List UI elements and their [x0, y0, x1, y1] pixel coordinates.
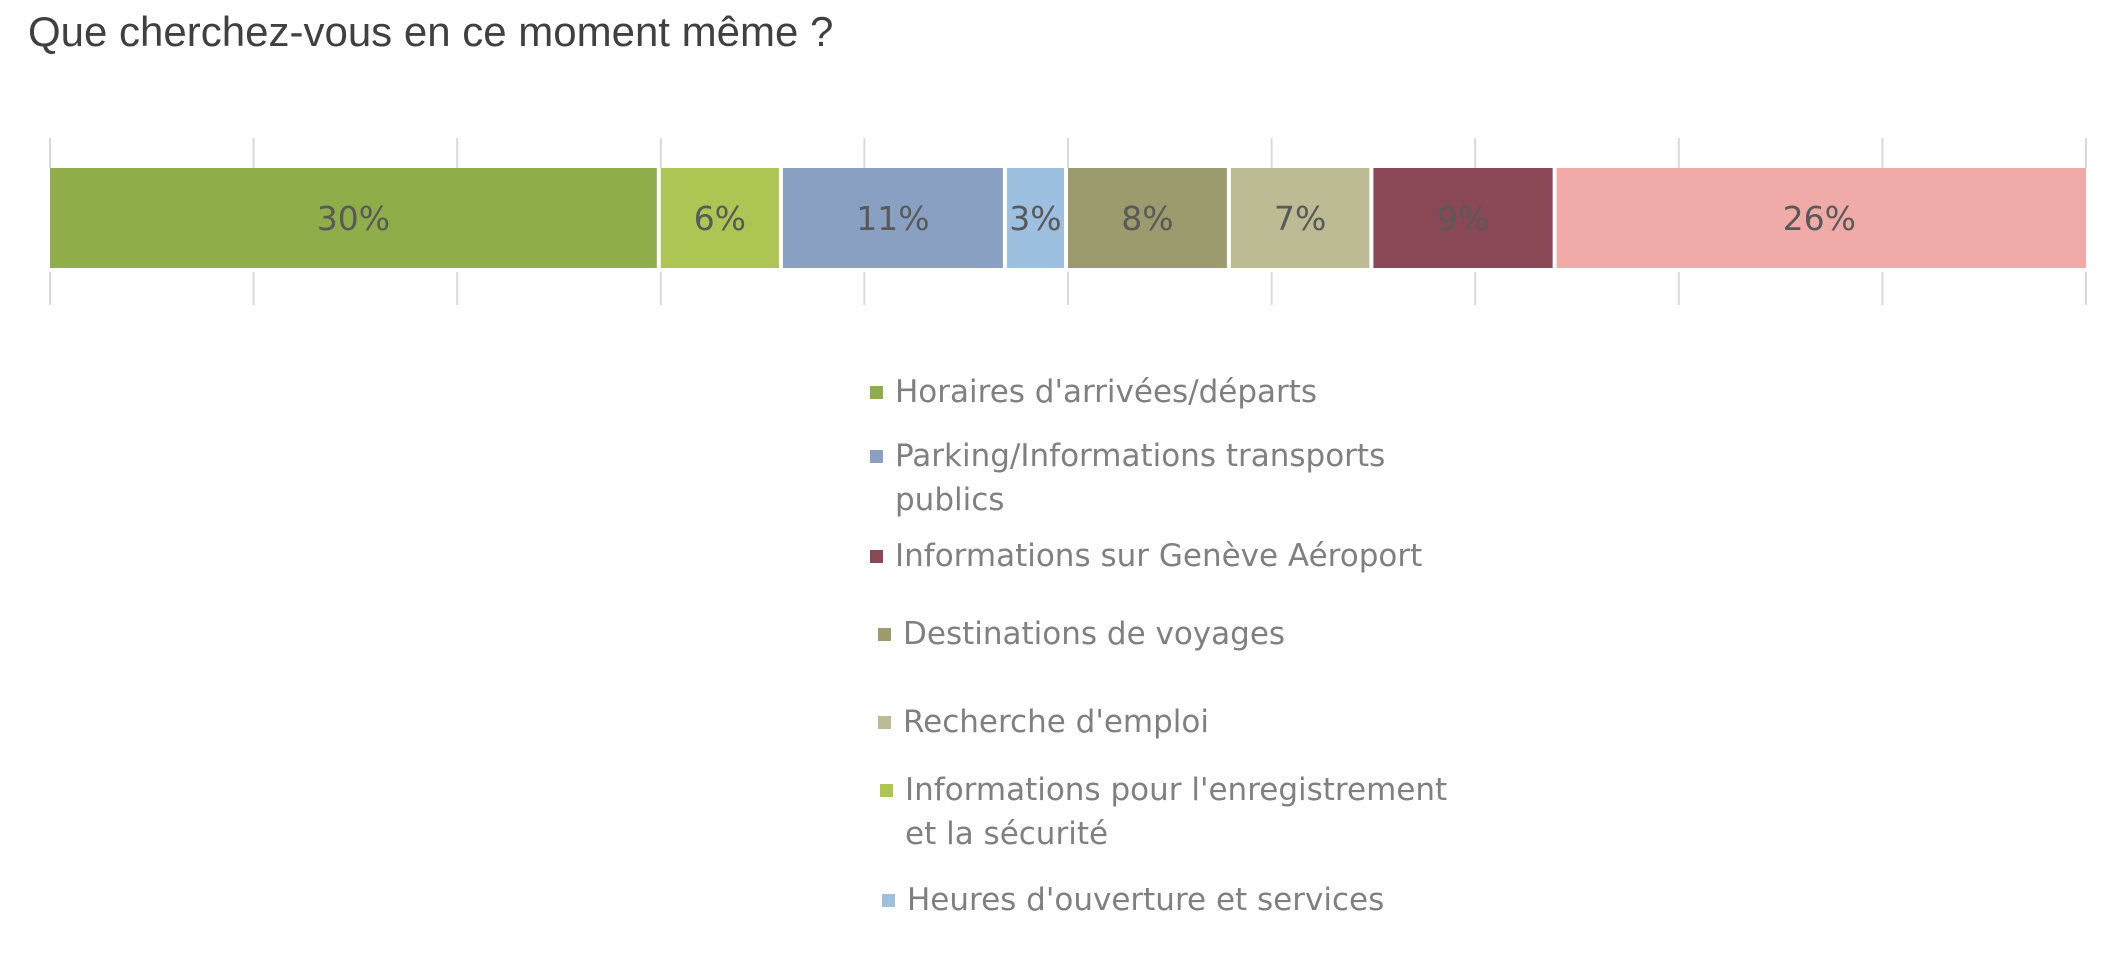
legend-swatch — [870, 550, 883, 563]
bar-segment — [1373, 168, 1553, 268]
legend-label: Parking/Informations transports publics — [895, 438, 1386, 518]
chart-title: Que cherchez-vous en ce moment même ? — [28, 8, 834, 55]
legend-label: Informations sur Genève Aéroport — [895, 538, 1423, 574]
legend-swatch — [882, 894, 895, 907]
legend-item: Informations sur Genève Aéroport — [870, 534, 1455, 578]
bar-segment — [1556, 168, 2086, 268]
data-label: 11% — [856, 199, 929, 238]
legend-swatch — [870, 450, 883, 463]
legend-item: Informations pour l'enregistrement et la… — [880, 768, 1465, 856]
bar-segment — [782, 168, 1003, 268]
data-label: 6% — [694, 199, 746, 238]
bar-segment — [660, 168, 779, 268]
legend-swatch — [878, 716, 891, 729]
bar-segment — [50, 168, 657, 268]
legend-swatch — [880, 784, 893, 797]
data-label: 3% — [1009, 199, 1061, 238]
bar-segment — [1068, 168, 1227, 268]
legend-item: Heures d'ouverture et services — [882, 878, 1467, 922]
legend-item: Destinations de voyages — [878, 612, 1463, 656]
legend-label: Informations pour l'enregistrement et la… — [905, 772, 1448, 852]
legend-swatch — [870, 386, 883, 399]
legend-item: Recherche d'emploi — [878, 700, 1463, 744]
legend-label: Heures d'ouverture et services — [907, 882, 1385, 918]
legend-item: Horaires d'arrivées/départs — [870, 370, 1455, 414]
legend-label: Horaires d'arrivées/départs — [895, 374, 1318, 410]
legend-label: Recherche d'emploi — [903, 704, 1210, 740]
legend-swatch — [878, 628, 891, 641]
data-label: 7% — [1274, 199, 1326, 238]
legend-label: Destinations de voyages — [903, 616, 1286, 652]
bar-segment — [1230, 168, 1370, 268]
data-label: 30% — [317, 199, 390, 238]
data-label: 9% — [1437, 199, 1489, 238]
legend-item: Parking/Informations transports publics — [870, 434, 1455, 522]
data-label: 8% — [1121, 199, 1173, 238]
data-label: 26% — [1783, 199, 1856, 238]
bar-segment — [1006, 168, 1064, 268]
